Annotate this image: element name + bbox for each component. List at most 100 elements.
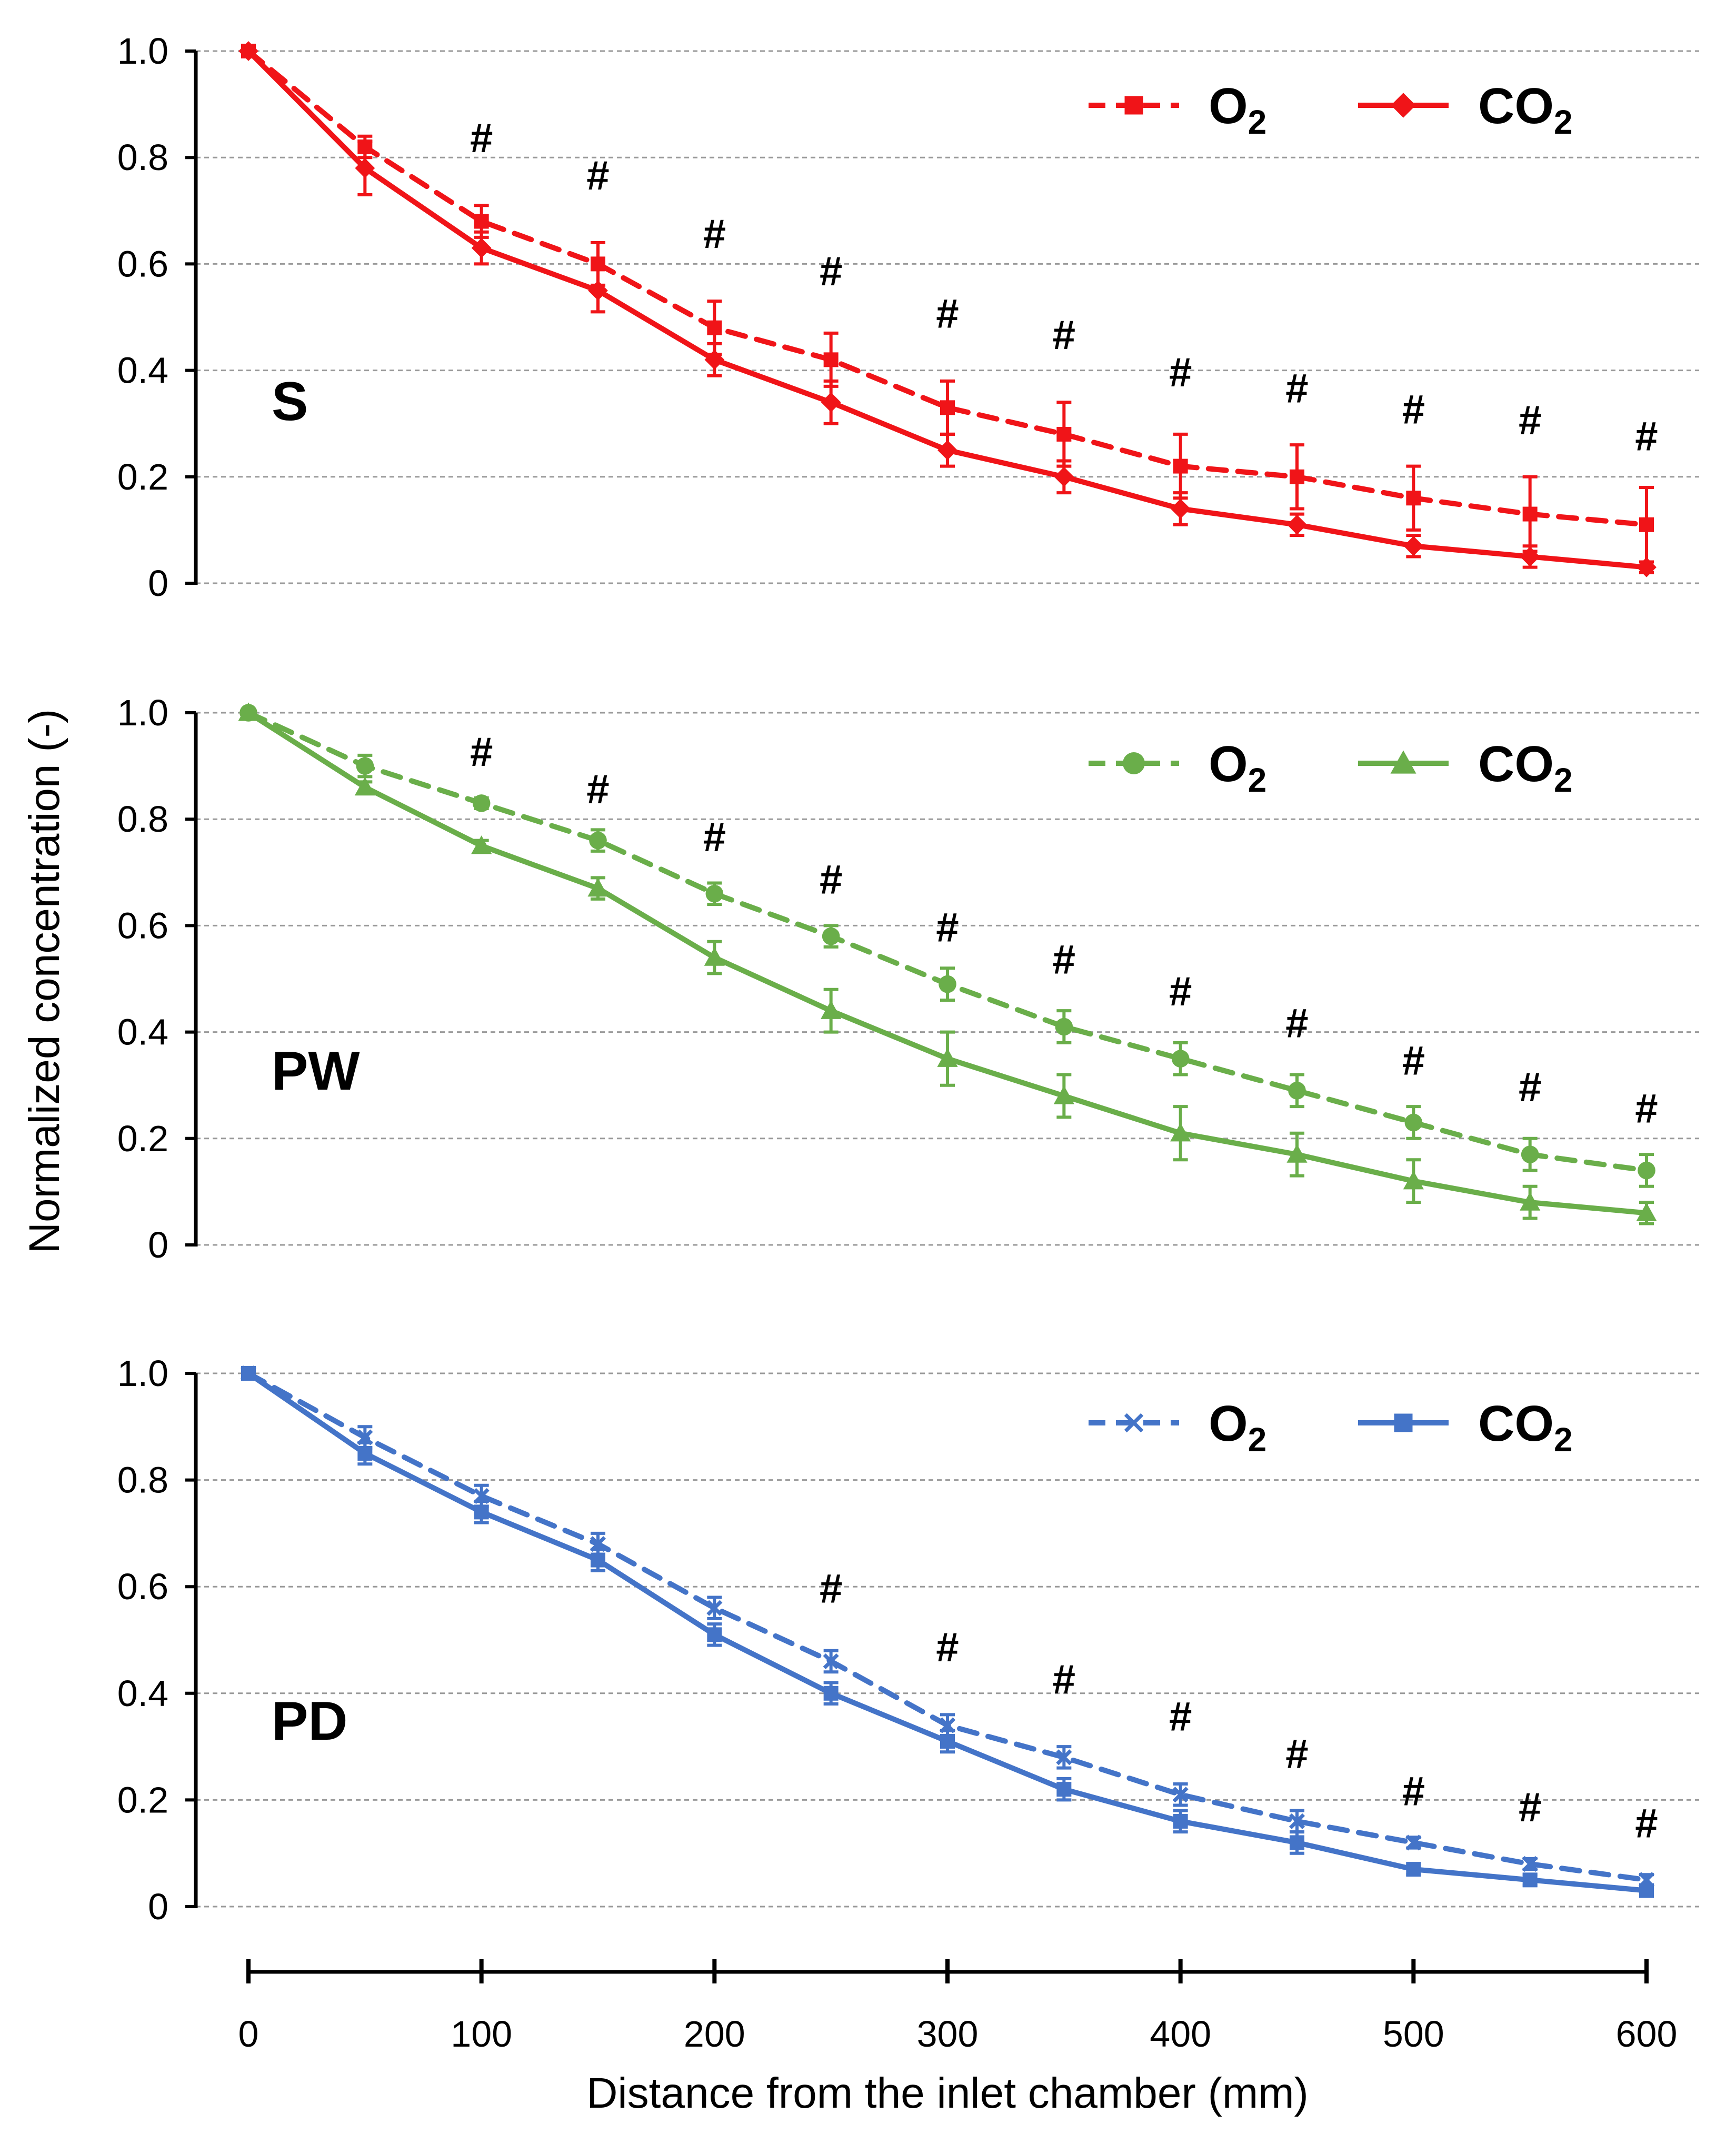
significance-marker: #	[936, 1624, 959, 1670]
marker-triangle	[1053, 1085, 1074, 1104]
marker-circle	[939, 975, 956, 993]
marker-x	[1405, 1834, 1422, 1851]
marker-circle	[472, 794, 491, 812]
marker-x	[1289, 1813, 1305, 1829]
legend-label-co2: CO2	[1478, 78, 1573, 141]
marker-x	[1172, 1787, 1189, 1803]
significance-marker: #	[820, 856, 842, 903]
significance-marker: #	[1402, 1037, 1425, 1083]
significance-marker: #	[936, 291, 959, 337]
significance-marker: #	[1285, 1000, 1308, 1046]
series-pw-o2	[240, 704, 1655, 1188]
significance-marker: #	[1053, 936, 1075, 982]
significance-marker: #	[936, 904, 959, 951]
marker-triangle	[1403, 1171, 1424, 1190]
legend-pw: O2 CO2	[1089, 736, 1573, 799]
panel-pw: 0 0.2 0.4 0.6 0.8 1.0 PW # # # # # # # # # # # O2 CO2	[117, 692, 1699, 1265]
y-tick-label: 0	[148, 1886, 168, 1927]
marker-square	[1639, 1883, 1654, 1898]
marker-square	[1290, 1835, 1304, 1850]
marker-circle	[1638, 1161, 1655, 1180]
marker-diamond	[355, 158, 375, 178]
significance-marker: #	[1519, 1784, 1541, 1830]
marker-x	[1522, 1856, 1538, 1872]
marker-square	[707, 1627, 722, 1642]
x-tick-label: 200	[684, 2013, 745, 2055]
marker-square	[1124, 96, 1143, 115]
marker-triangle	[587, 878, 608, 897]
significance-marker: #	[1519, 1064, 1541, 1110]
marker-circle	[1404, 1113, 1423, 1132]
marker-circle	[1123, 752, 1145, 774]
panel-pd: 0 0.2 0.4 0.6 0.8 1.0 PD # # # # # # # # O2 CO2	[117, 1353, 1699, 1927]
marker-diamond	[704, 350, 725, 370]
significance-marker: #	[1169, 968, 1192, 1014]
marker-x	[1056, 1749, 1072, 1766]
significance-marker: #	[1285, 365, 1308, 411]
y-tick-label: 0.2	[117, 1779, 168, 1820]
marker-square	[1173, 458, 1188, 474]
series-s-co2	[238, 41, 1657, 577]
y-tick-label: 0.4	[117, 350, 168, 391]
y-tick-label: 0.8	[117, 137, 168, 178]
x-axis: 0 100 200 300 400 500 600 Distance from the inl…	[238, 1959, 1677, 2117]
significance-marker: #	[820, 248, 842, 294]
significance-marker: #	[1285, 1731, 1308, 1777]
y-tick-label: 1.0	[117, 31, 168, 72]
y-tick-label: 0.4	[117, 1012, 168, 1053]
marker-square	[1290, 469, 1304, 484]
marker-circle	[1288, 1082, 1306, 1100]
significance-marker: #	[470, 729, 493, 775]
y-tick-label: 0.6	[117, 905, 168, 946]
panel-label-pw: PW	[272, 1041, 360, 1102]
marker-square	[1522, 1872, 1538, 1888]
marker-x	[823, 1653, 839, 1670]
y-tick-label: 1.0	[117, 1353, 168, 1394]
marker-square	[474, 1504, 489, 1520]
marker-diamond	[1170, 498, 1191, 519]
significance-marker: #	[1169, 1693, 1192, 1740]
significance-marker: #	[586, 766, 609, 812]
panel-label-pd: PD	[272, 1691, 347, 1752]
y-axis-title: Normalized concentration (-)	[21, 709, 68, 1254]
marker-diamond	[1403, 536, 1424, 556]
y-tick-label: 0.2	[117, 1118, 168, 1159]
marker-square	[1173, 1813, 1188, 1829]
y-tick-label: 0.8	[117, 799, 168, 840]
significance-marker: #	[703, 814, 726, 860]
series-s-o2	[241, 44, 1654, 564]
significance-marker: #	[586, 152, 609, 198]
significance-marker: #	[1519, 397, 1541, 443]
marker-triangle	[1636, 1202, 1657, 1222]
marker-circle	[589, 831, 607, 850]
marker-square	[823, 1686, 839, 1701]
marker-square	[1522, 506, 1538, 522]
y-tick-label: 0.6	[117, 1566, 168, 1607]
x-tick-label: 400	[1150, 2013, 1211, 2055]
x-tick-label: 300	[917, 2013, 979, 2055]
significance-marker: #	[1169, 349, 1192, 395]
marker-triangle	[238, 702, 259, 721]
marker-square	[940, 1733, 955, 1749]
significance-marker: #	[1635, 1800, 1658, 1846]
marker-diamond	[1287, 514, 1307, 535]
legend-pd: O2 CO2	[1089, 1395, 1573, 1459]
marker-square	[940, 400, 955, 415]
y-tick-label: 0	[148, 1224, 168, 1265]
marker-triangle	[1286, 1144, 1308, 1163]
marker-diamond	[1391, 93, 1416, 118]
significance-marker: #	[470, 115, 493, 161]
significance-marker: #	[1635, 413, 1658, 459]
marker-triangle	[937, 1048, 958, 1067]
marker-square	[707, 320, 722, 335]
marker-diamond	[588, 281, 608, 301]
legend-label-o2: O2	[1209, 736, 1266, 799]
significance-marker: #	[1402, 1768, 1425, 1814]
x-tick-label: 500	[1383, 2013, 1444, 2055]
marker-x	[1124, 1413, 1144, 1433]
marker-diamond	[471, 238, 492, 258]
marker-diamond	[1520, 546, 1540, 567]
marker-triangle	[1170, 1123, 1191, 1142]
y-tick-label: 0.2	[117, 456, 168, 497]
marker-diamond	[821, 392, 841, 413]
